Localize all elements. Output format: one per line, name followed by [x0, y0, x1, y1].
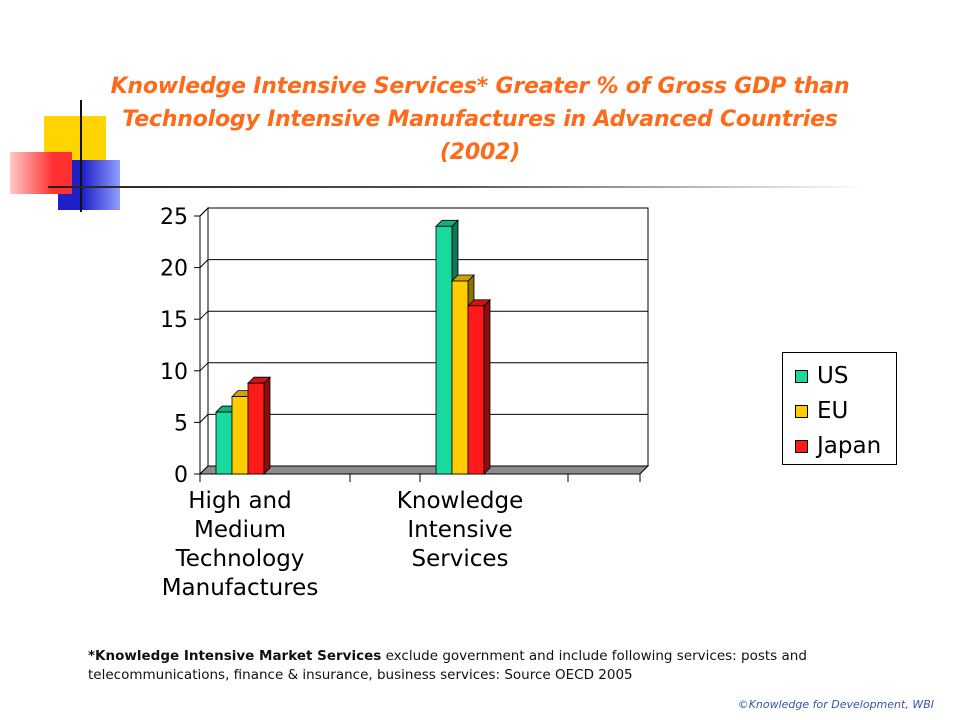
- legend-swatch-japan: [795, 439, 808, 453]
- bar-japan-services-side: [483, 298, 491, 475]
- chart-legend: US EU Japan: [782, 352, 897, 465]
- footnote-bold: *Knowledge Intensive Market Services: [88, 648, 382, 664]
- legend-label-us: US: [817, 363, 849, 389]
- gridline-diagonal: [199, 362, 209, 372]
- y-tick-label: 15: [160, 308, 188, 333]
- y-tick-label: 5: [174, 411, 188, 436]
- gridline-diagonal: [199, 259, 209, 268]
- gridline-diagonal: [199, 310, 209, 320]
- plot-side-wall: [199, 206, 209, 476]
- gridline-diagonal: [199, 207, 209, 217]
- footnote-text: exclude government and include following…: [88, 648, 807, 683]
- category-label-services: Knowledge Intensive Services: [396, 488, 524, 572]
- decor-vertical-line: [80, 100, 82, 212]
- bar-eu-manufactures: [231, 396, 249, 475]
- legend-swatch-eu: [795, 404, 808, 418]
- title-line-2: Technology Intensive Manufactures in Adv…: [122, 107, 838, 132]
- y-tick-label: 0: [174, 463, 188, 488]
- bar-eu-services: [451, 280, 469, 475]
- legend-item-japan: Japan: [795, 431, 881, 461]
- bar-japan-manufactures: [247, 382, 265, 475]
- y-tick-label: 10: [160, 360, 188, 385]
- legend-label-japan: Japan: [817, 433, 882, 459]
- title-underline: [48, 186, 868, 188]
- legend-item-eu: EU: [795, 396, 848, 426]
- category-label-manufactures: High and Medium Technology Manufactures: [161, 488, 319, 601]
- title-line-1: Knowledge Intensive Services* Greater % …: [110, 74, 850, 99]
- y-tick-label: 20: [160, 257, 188, 282]
- legend-swatch-us: [795, 369, 808, 383]
- footnote: *Knowledge Intensive Market Services exc…: [88, 647, 888, 685]
- bar-japan-services: [467, 305, 485, 475]
- legend-label-eu: EU: [817, 398, 849, 424]
- y-tick-label: 25: [160, 205, 188, 230]
- gridline-diagonal: [199, 414, 209, 423]
- legend-item-us: US: [795, 361, 848, 391]
- title-line-3: (2002): [439, 140, 521, 165]
- bar-us-services: [435, 225, 453, 475]
- slide-title: Knowledge Intensive Services* Greater % …: [40, 70, 920, 169]
- copyright-text: ©Knowledge for Development, WBI: [737, 698, 934, 711]
- plot-back-wall: [207, 207, 649, 467]
- bar-us-manufactures: [215, 411, 233, 475]
- bar-japan-manufactures-side: [263, 376, 271, 475]
